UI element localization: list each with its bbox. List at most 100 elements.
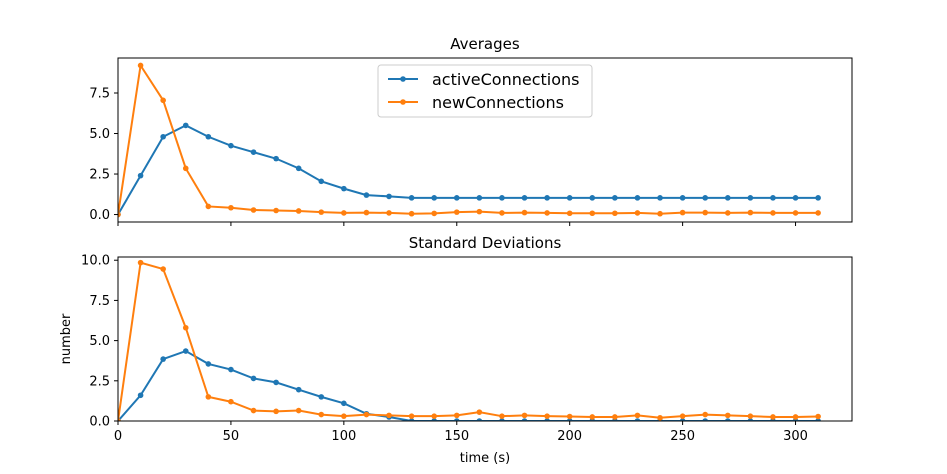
- stddev-y-axis-label: number: [59, 313, 74, 364]
- stddev-y-tick-label: 7.5: [89, 294, 110, 309]
- stddev-point-activeConnections: [431, 418, 437, 421]
- averages-point-newConnections: [318, 209, 325, 215]
- averages-y-tick-label: 2.5: [89, 168, 110, 183]
- stddev-point-newConnections: [205, 394, 212, 400]
- averages-point-newConnections: [205, 203, 212, 210]
- averages-point-activeConnections: [702, 195, 708, 201]
- stddev-title: Standard Deviations: [409, 234, 562, 252]
- averages-legend-label-newConnections: newConnections: [432, 93, 564, 112]
- stddev-point-newConnections: [770, 414, 776, 420]
- averages-point-activeConnections: [228, 142, 234, 149]
- stddev-point-newConnections: [657, 414, 663, 421]
- averages-point-activeConnections: [544, 195, 550, 201]
- averages-point-activeConnections: [476, 195, 483, 201]
- averages-point-activeConnections: [612, 195, 618, 201]
- averages-title: Averages: [450, 35, 520, 53]
- averages-point-newConnections: [250, 207, 257, 213]
- averages-point-newConnections: [679, 209, 686, 216]
- stddev-point-newConnections: [566, 413, 573, 420]
- averages-point-activeConnections: [453, 195, 460, 201]
- stddev-point-activeConnections: [408, 418, 415, 421]
- averages-point-newConnections: [228, 204, 234, 211]
- averages-point-newConnections: [453, 209, 460, 215]
- stddev-frame: [117, 256, 853, 422]
- stddev-x-tick-label: 150: [444, 429, 469, 444]
- averages-legend-box: [377, 64, 593, 118]
- stddev-series-line-activeConnections: [118, 349, 819, 421]
- averages-point-activeConnections: [657, 195, 663, 201]
- stddev-point-activeConnections: [679, 418, 686, 421]
- stddev-point-activeConnections: [318, 394, 325, 400]
- stddev-point-newConnections: [702, 411, 708, 418]
- stddev-point-newConnections: [747, 413, 754, 419]
- stddev-point-newConnections: [182, 324, 189, 331]
- stddev-y-tick-label: 5.0: [89, 334, 110, 349]
- averages-point-newConnections: [634, 210, 641, 216]
- stddev-point-newConnections: [815, 413, 821, 420]
- averages-point-newConnections: [160, 97, 166, 104]
- averages-y-tick-label: 7.5: [89, 87, 110, 102]
- averages-point-newConnections: [363, 209, 370, 216]
- stddev-point-newConnections: [160, 266, 166, 272]
- averages-axes: Averages 0.0 2.5 5.0 7.5 activeConnections new…: [89, 35, 853, 226]
- stddev-plot-area: [118, 259, 821, 421]
- stddev-point-newConnections: [453, 412, 460, 419]
- stddev-point-newConnections: [386, 412, 392, 419]
- averages-y-tick-label: 0.0: [89, 208, 110, 223]
- stddev-point-activeConnections: [702, 418, 708, 421]
- stddev-point-newConnections: [589, 414, 596, 420]
- averages-point-activeConnections: [295, 165, 302, 172]
- averages-legend: activeConnections newConnections: [377, 64, 593, 118]
- averages-series-line-newConnections: [118, 62, 819, 215]
- stddev-point-activeConnections: [341, 400, 347, 407]
- averages-legend-label-activeConnections: activeConnections: [432, 70, 580, 89]
- stddev-point-newConnections: [634, 412, 641, 419]
- averages-point-newConnections: [386, 210, 392, 216]
- averages-point-activeConnections: [770, 195, 776, 201]
- stddev-point-activeConnections: [137, 392, 144, 399]
- averages-point-activeConnections: [137, 172, 144, 179]
- stddev-point-newConnections: [431, 413, 437, 419]
- averages-point-activeConnections: [499, 195, 505, 201]
- averages-series-line-activeConnections: [118, 124, 819, 216]
- averages-point-newConnections: [341, 210, 347, 216]
- averages-point-activeConnections: [815, 195, 821, 201]
- stddev-point-newConnections: [724, 412, 731, 419]
- stddev-point-activeConnections: [273, 379, 279, 386]
- stddev-x-tick-label: 200: [557, 429, 582, 444]
- averages-point-newConnections: [612, 210, 618, 217]
- averages-point-activeConnections: [634, 195, 641, 201]
- stddev-point-newConnections: [521, 412, 528, 419]
- stddev-point-newConnections: [612, 414, 618, 420]
- averages-point-newConnections: [770, 210, 776, 216]
- averages-point-activeConnections: [724, 195, 731, 201]
- averages-point-newConnections: [118, 211, 121, 218]
- averages-point-newConnections: [589, 210, 596, 217]
- stddev-point-activeConnections: [160, 356, 166, 362]
- averages-point-activeConnections: [431, 195, 437, 201]
- stddev-x-tick-label: 300: [783, 429, 808, 444]
- averages-legend-swatch-marker-activeConnections: [400, 76, 406, 82]
- stddev-axes: Standard Deviations 0 50 100 150 200 250 300 0.0…: [59, 234, 853, 466]
- averages-point-activeConnections: [679, 195, 686, 201]
- stddev-point-newConnections: [318, 411, 325, 418]
- stddev-point-newConnections: [341, 413, 347, 419]
- averages-point-newConnections: [792, 210, 799, 216]
- averages-point-newConnections: [815, 210, 821, 216]
- averages-point-activeConnections: [566, 195, 573, 201]
- stddev-point-newConnections: [476, 409, 483, 415]
- averages-point-newConnections: [544, 210, 550, 216]
- averages-point-newConnections: [747, 209, 754, 216]
- averages-point-activeConnections: [363, 192, 370, 198]
- stddev-y-tick-label: 2.5: [89, 374, 110, 389]
- stddev-point-newConnections: [363, 411, 370, 418]
- stddev-point-activeConnections: [476, 418, 483, 421]
- averages-point-newConnections: [137, 62, 144, 69]
- averages-point-newConnections: [476, 208, 483, 215]
- averages-point-newConnections: [521, 209, 528, 216]
- stddev-point-newConnections: [137, 259, 144, 266]
- averages-point-activeConnections: [792, 195, 799, 201]
- averages-point-newConnections: [702, 209, 708, 216]
- stddev-x-tick-label: 0: [114, 429, 122, 444]
